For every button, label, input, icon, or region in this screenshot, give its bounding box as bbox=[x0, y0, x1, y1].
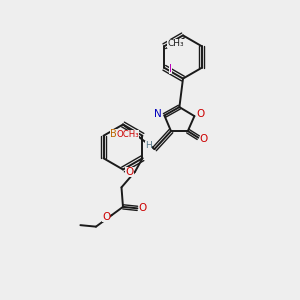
Text: OCH₃: OCH₃ bbox=[116, 130, 139, 139]
Text: I: I bbox=[169, 64, 172, 74]
Text: Br: Br bbox=[110, 129, 120, 139]
Text: N: N bbox=[154, 109, 162, 119]
Text: O: O bbox=[125, 167, 134, 177]
Text: O: O bbox=[102, 212, 110, 222]
Text: H: H bbox=[145, 141, 152, 150]
Text: O: O bbox=[200, 134, 208, 144]
Text: O: O bbox=[197, 109, 205, 119]
Text: O: O bbox=[139, 203, 147, 213]
Text: CH₃: CH₃ bbox=[167, 39, 184, 48]
